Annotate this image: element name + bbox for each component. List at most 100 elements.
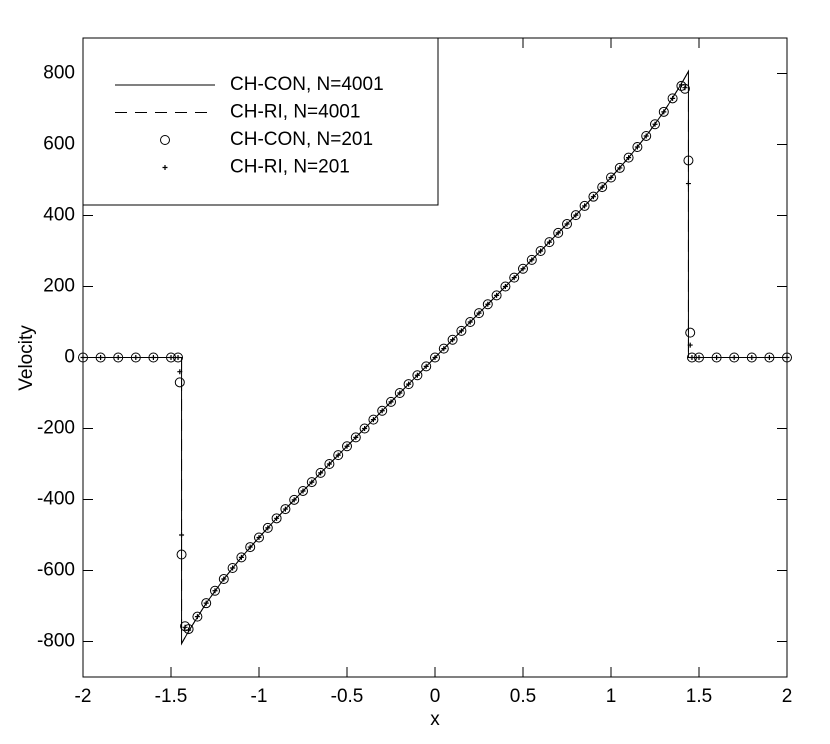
- data-point: [406, 381, 412, 387]
- data-point: [667, 93, 678, 104]
- x-tick-label: -1: [251, 686, 268, 707]
- data-point: [335, 452, 341, 458]
- y-tick-label: -800: [37, 631, 75, 652]
- data-point: [397, 390, 403, 396]
- data-point: [271, 513, 282, 524]
- data-point: [617, 165, 623, 171]
- y-tick-label: 200: [43, 276, 75, 297]
- data-point: [520, 266, 526, 272]
- data-point: [177, 369, 183, 375]
- data-point: [711, 352, 722, 363]
- data-point: [194, 614, 200, 620]
- data-point: [179, 532, 185, 538]
- data-point: [509, 272, 520, 283]
- data-point: [573, 212, 579, 218]
- legend-label: CH-RI, N=4001: [230, 102, 360, 123]
- x-tick-label: 1: [606, 686, 617, 707]
- data-point: [203, 600, 209, 606]
- data-point: [247, 544, 253, 550]
- data-point: [450, 337, 456, 343]
- data-point: [518, 263, 528, 274]
- data-point: [130, 352, 141, 363]
- data-point: [599, 184, 605, 190]
- data-point: [438, 343, 449, 354]
- data-point: [562, 219, 572, 230]
- data-point: [590, 194, 596, 200]
- y-tick-label: 0: [64, 347, 75, 368]
- data-point: [579, 200, 590, 211]
- data-point: [614, 162, 625, 173]
- data-point: [694, 352, 704, 363]
- data-point: [650, 119, 660, 130]
- data-point: [221, 576, 227, 582]
- data-point: [634, 144, 640, 150]
- data-point: [686, 352, 697, 363]
- data-point: [362, 426, 368, 431]
- data-point: [570, 210, 581, 221]
- data-point: [676, 80, 687, 91]
- data-point: [230, 565, 236, 571]
- data-point: [465, 317, 476, 327]
- data-point: [731, 355, 737, 360]
- data-point: [582, 203, 588, 209]
- data-point: [238, 554, 244, 560]
- data-point: [679, 83, 690, 94]
- data-point: [80, 355, 86, 360]
- data-point: [298, 485, 308, 496]
- data-point: [474, 308, 484, 319]
- data-point: [441, 346, 447, 352]
- data-point: [359, 423, 370, 434]
- data-point: [175, 355, 181, 360]
- data-point: [714, 355, 720, 360]
- data-point: [280, 504, 291, 515]
- data-point: [386, 396, 396, 407]
- data-point: [353, 434, 359, 440]
- data-point: [658, 106, 669, 117]
- data-point: [368, 414, 379, 425]
- data-point: [729, 352, 740, 363]
- x-tick-label: 0.5: [510, 686, 536, 707]
- data-point: [176, 549, 187, 560]
- data-point: [485, 301, 491, 307]
- data-point: [377, 405, 388, 416]
- data-point: [564, 221, 570, 227]
- data-point: [643, 133, 649, 139]
- data-point: [182, 624, 188, 630]
- data-point: [412, 370, 423, 381]
- data-point: [641, 130, 652, 141]
- data-point: [414, 372, 420, 378]
- data-point: [423, 363, 429, 369]
- data-point: [682, 85, 688, 91]
- data-point: [306, 477, 317, 488]
- data-point: [291, 497, 297, 503]
- data-point: [491, 290, 502, 301]
- data-point: [678, 82, 684, 88]
- data-point: [166, 352, 176, 363]
- data-point: [544, 237, 555, 248]
- data-point: [148, 352, 159, 363]
- data-point: [458, 328, 464, 334]
- data-point: [254, 532, 264, 543]
- data-point: [262, 522, 273, 533]
- data-point: [447, 334, 458, 345]
- y-axis-label: Velocity: [16, 325, 37, 391]
- data-point: [186, 627, 192, 633]
- data-point: [683, 155, 694, 166]
- x-tick-label: 1.5: [686, 686, 712, 707]
- data-point: [183, 624, 194, 635]
- data-point: [300, 488, 306, 494]
- y-tick-label: -200: [37, 418, 75, 439]
- data-point: [133, 355, 139, 360]
- data-point: [652, 121, 658, 127]
- data-point: [379, 408, 385, 414]
- x-tick-label: -1.5: [155, 686, 188, 707]
- data-point: [256, 534, 262, 540]
- data-point: [606, 172, 616, 183]
- data-point: [467, 319, 473, 325]
- data-point: [201, 598, 212, 609]
- data-point: [333, 450, 344, 461]
- data-point: [494, 292, 500, 298]
- data-point: [687, 342, 693, 348]
- data-point: [535, 246, 546, 256]
- data-point: [113, 352, 124, 363]
